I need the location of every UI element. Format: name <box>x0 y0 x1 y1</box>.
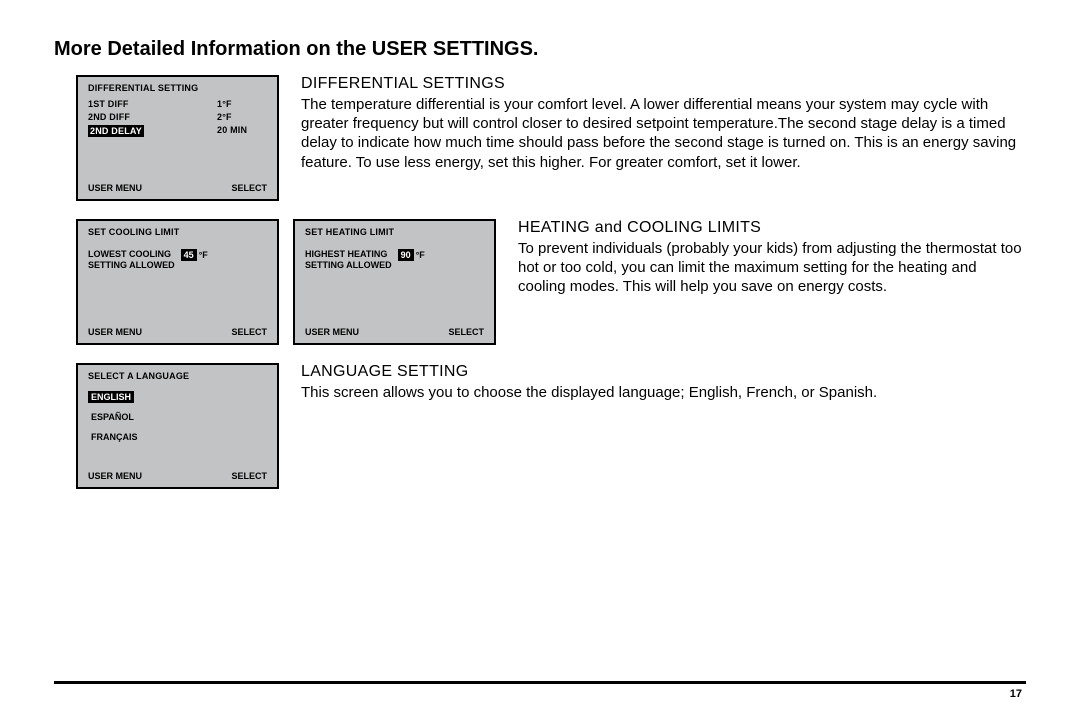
body-differential: The temperature differential is your com… <box>301 95 1026 172</box>
cooling-label-line1: LOWEST COOLING <box>88 249 175 260</box>
cooling-label-line2: SETTING ALLOWED <box>88 260 175 271</box>
footer-user-menu: USER MENU <box>88 327 231 337</box>
panel-heating-footer: USER MENU SELECT <box>295 327 494 337</box>
panel-differential-title: DIFFERENTIAL SETTING <box>88 83 267 93</box>
content: DIFFERENTIAL SETTING 1ST DIFF1°F2ND DIFF… <box>54 75 1026 489</box>
body-language: This screen allows you to choose the dis… <box>301 383 1026 402</box>
footer-select: SELECT <box>448 327 484 337</box>
diff-row-label: 2ND DIFF <box>88 112 217 122</box>
panel-language-title: SELECT A LANGUAGE <box>88 371 267 381</box>
heating-label-line2: SETTING ALLOWED <box>305 260 392 271</box>
row-differential: DIFFERENTIAL SETTING 1ST DIFF1°F2ND DIFF… <box>54 75 1026 201</box>
heating-unit: °F <box>416 250 425 260</box>
text-limits: HEATING and COOLING LIMITS To prevent in… <box>518 219 1026 297</box>
panel-cooling-title: SET COOLING LIMIT <box>88 227 267 237</box>
bottom-rule <box>54 681 1026 684</box>
page-number: 17 <box>1010 688 1022 700</box>
panel-language: SELECT A LANGUAGE ENGLISH ESPAÑOL FRANÇAIS… <box>76 363 279 489</box>
text-differential: DIFFERENTIAL SETTINGS The temperature di… <box>301 75 1026 172</box>
panel-cooling-limit: SET COOLING LIMIT LOWEST COOLING SETTING… <box>76 219 279 345</box>
diff-row-value: 20 MIN <box>217 125 267 137</box>
row-language: SELECT A LANGUAGE ENGLISH ESPAÑOL FRANÇAIS… <box>54 363 1026 489</box>
heating-limit-value: 90 °F <box>398 249 425 261</box>
panel-cooling-footer: USER MENU SELECT <box>78 327 277 337</box>
cooling-unit: °F <box>199 250 208 260</box>
language-option: ENGLISH <box>88 391 134 403</box>
diff-row: 2ND DELAY20 MIN <box>88 125 267 137</box>
panel-language-footer: USER MENU SELECT <box>78 471 277 481</box>
footer-user-menu: USER MENU <box>88 471 231 481</box>
panel-heating-title: SET HEATING LIMIT <box>305 227 484 237</box>
heading-limits: HEATING and COOLING LIMITS <box>518 219 1026 237</box>
diff-row-value: 1°F <box>217 99 267 109</box>
page-title: More Detailed Information on the USER SE… <box>54 38 1026 61</box>
heating-value-box: 90 <box>398 249 414 261</box>
row-limits: SET COOLING LIMIT LOWEST COOLING SETTING… <box>54 219 1026 345</box>
cooling-value-box: 45 <box>181 249 197 261</box>
text-language: LANGUAGE SETTING This screen allows you … <box>301 363 1026 402</box>
language-options: ENGLISH ESPAÑOL FRANÇAIS <box>88 387 267 447</box>
heating-limit-label: HIGHEST HEATING SETTING ALLOWED <box>305 249 392 272</box>
panel-differential-footer: USER MENU SELECT <box>78 183 277 193</box>
diff-row-value: 2°F <box>217 112 267 122</box>
panel-heating-limit: SET HEATING LIMIT HIGHEST HEATING SETTIN… <box>293 219 496 345</box>
footer-user-menu: USER MENU <box>88 183 231 193</box>
footer-select: SELECT <box>231 327 267 337</box>
panel-differential: DIFFERENTIAL SETTING 1ST DIFF1°F2ND DIFF… <box>76 75 279 201</box>
heading-differential: DIFFERENTIAL SETTINGS <box>301 75 1026 93</box>
diff-row: 1ST DIFF1°F <box>88 99 267 109</box>
heating-label-line1: HIGHEST HEATING <box>305 249 392 260</box>
diff-row: 2ND DIFF2°F <box>88 112 267 122</box>
cooling-limit-label: LOWEST COOLING SETTING ALLOWED <box>88 249 175 272</box>
manual-page: More Detailed Information on the USER SE… <box>0 0 1080 720</box>
footer-user-menu: USER MENU <box>305 327 448 337</box>
language-option: ESPAÑOL <box>88 411 137 423</box>
footer-select: SELECT <box>231 471 267 481</box>
diff-row-label: 2ND DELAY <box>88 125 217 137</box>
body-limits: To prevent individuals (probably your ki… <box>518 239 1026 297</box>
language-option: FRANÇAIS <box>88 431 141 443</box>
cooling-limit-value: 45 °F <box>181 249 208 261</box>
heading-language: LANGUAGE SETTING <box>301 363 1026 381</box>
diff-row-label: 1ST DIFF <box>88 99 217 109</box>
footer-select: SELECT <box>231 183 267 193</box>
